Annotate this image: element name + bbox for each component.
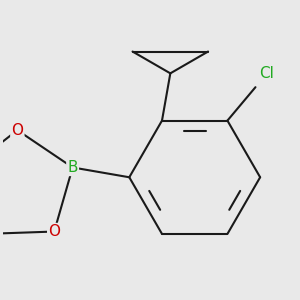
Text: O: O [11, 123, 23, 138]
Text: B: B [68, 160, 78, 175]
Text: O: O [48, 224, 60, 239]
Text: Cl: Cl [259, 66, 274, 81]
